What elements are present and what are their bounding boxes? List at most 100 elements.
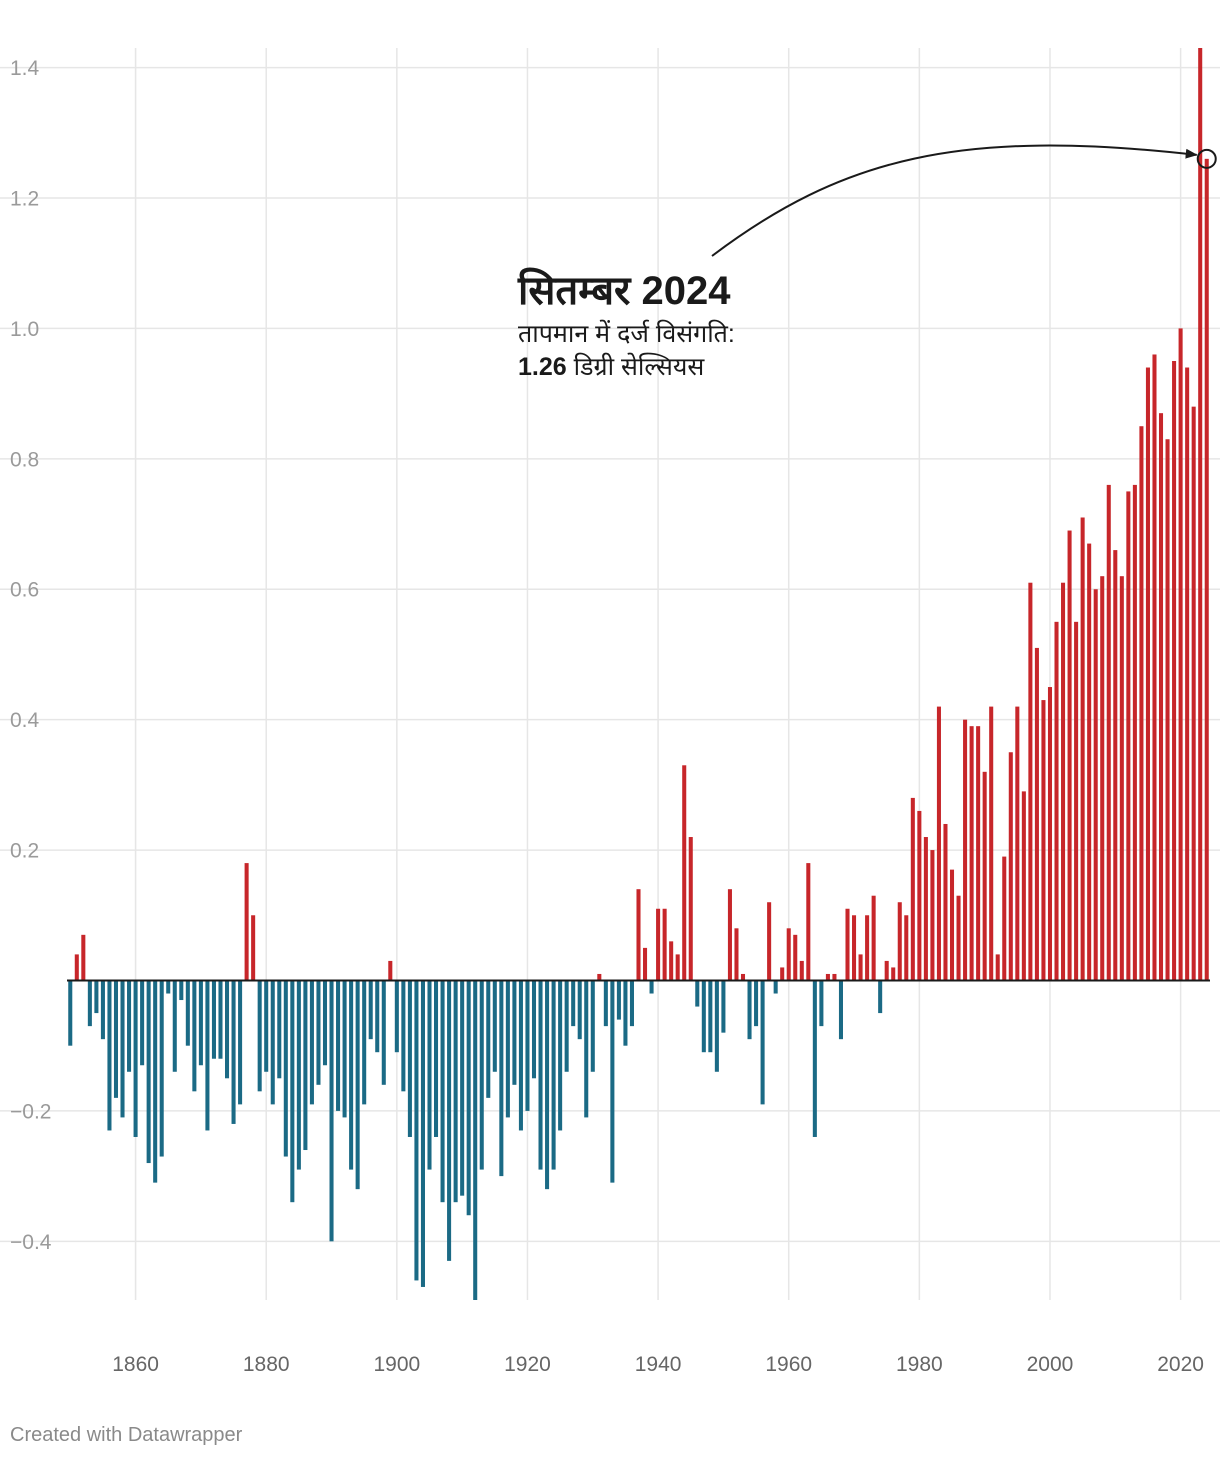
bar-1937 — [636, 889, 641, 981]
bar-1946 — [695, 980, 700, 1007]
x-tick-label-1880: 1880 — [243, 1353, 290, 1376]
bar-1898 — [381, 980, 386, 1085]
bar-1921 — [531, 980, 537, 1079]
bar-1971 — [858, 954, 863, 981]
x-tick-label-1940: 1940 — [635, 1353, 682, 1376]
bar-1927 — [571, 980, 576, 1027]
bar-1875 — [231, 980, 236, 1124]
bar-1911 — [466, 980, 471, 1216]
bar-1909 — [453, 980, 458, 1203]
bar-2017 — [1158, 413, 1164, 981]
bar-2016 — [1152, 354, 1157, 981]
bar-1865 — [166, 980, 171, 994]
bar-1856 — [107, 980, 112, 1131]
bar-1859 — [127, 980, 132, 1072]
bar-1867 — [179, 980, 184, 1001]
bar-1908 — [447, 980, 452, 1261]
bar-1901 — [401, 980, 406, 1092]
bar-1871 — [205, 980, 210, 1131]
bar-2007 — [1093, 589, 1098, 981]
bar-2019 — [1172, 361, 1177, 981]
annotation-line1: तापमान में दर्ज विसंगति: — [518, 319, 735, 348]
x-tick-label-1860: 1860 — [112, 1353, 159, 1376]
bar-1995 — [1015, 706, 1020, 981]
bar-1950 — [721, 980, 726, 1033]
bar-1981 — [923, 837, 928, 981]
bar-1861 — [140, 980, 145, 1066]
bar-1881 — [270, 980, 275, 1105]
x-tick-label-1980: 1980 — [896, 1353, 943, 1376]
bar-1988 — [969, 726, 974, 981]
bar-1870 — [198, 980, 203, 1066]
bar-1920 — [525, 980, 530, 1111]
bar-1931 — [597, 973, 602, 981]
bar-1860 — [133, 980, 138, 1137]
annotation-arrow — [711, 144, 1198, 257]
y-tick-label-5: 0.8 — [10, 448, 39, 471]
bar-1868 — [185, 980, 190, 1046]
x-tick-label-1900: 1900 — [373, 1353, 420, 1376]
bar-1980 — [917, 810, 922, 981]
bar-1939 — [649, 980, 654, 994]
bar-1896 — [368, 980, 373, 1040]
annotation-line2: 1.26 डिग्री सेल्सियस — [518, 352, 705, 381]
bar-1983 — [936, 706, 941, 981]
y-tick-label-1: −0.2 — [10, 1100, 51, 1123]
y-tick-label-0: −0.4 — [10, 1231, 52, 1254]
bar-1902 — [407, 980, 412, 1137]
bar-1897 — [375, 980, 380, 1053]
bar-1855 — [100, 980, 105, 1040]
bar-1968 — [838, 980, 843, 1040]
bar-1986 — [956, 895, 961, 981]
bar-2011 — [1119, 576, 1124, 981]
annotation-highlight-circle — [1196, 148, 1217, 169]
bar-1893 — [349, 980, 354, 1170]
bar-1928 — [577, 980, 582, 1040]
y-axis-labels: −0.4 −0.2 0.2 0.4 0.6 0.8 1.0 1.2 1.4 — [10, 57, 52, 1254]
bar-1863 — [153, 980, 158, 1183]
bar-1966 — [825, 973, 830, 981]
bar-1900 — [394, 980, 399, 1053]
bar-1965 — [819, 980, 824, 1027]
bar-1890 — [329, 980, 334, 1242]
bar-1972 — [865, 915, 870, 981]
bar-1969 — [845, 908, 850, 981]
bar-1923 — [545, 980, 550, 1190]
bar-1998 — [1034, 647, 1039, 981]
bar-1944 — [682, 765, 687, 981]
bar-1925 — [558, 980, 563, 1131]
bar-1878 — [251, 915, 256, 981]
y-tick-label-2: 0.2 — [10, 840, 39, 863]
bar-1894 — [355, 980, 360, 1190]
y-tick-label-3: 0.4 — [10, 709, 40, 732]
bar-1917 — [505, 980, 510, 1118]
bar-1942 — [669, 941, 674, 981]
bar-1869 — [192, 980, 197, 1092]
bar-1984 — [943, 823, 948, 981]
bar-2005 — [1080, 517, 1085, 981]
bar-2024 — [1204, 158, 1209, 981]
bar-1866 — [172, 980, 177, 1072]
bar-1882 — [277, 980, 282, 1079]
bar-1916 — [499, 980, 504, 1177]
bar-1888 — [316, 980, 321, 1085]
bar-1874 — [225, 980, 230, 1079]
bar-1996 — [1021, 791, 1026, 981]
bar-1891 — [336, 980, 341, 1111]
bar-1940 — [656, 908, 661, 981]
bar-1862 — [146, 980, 151, 1164]
bar-1953 — [740, 973, 746, 981]
bar-2003 — [1067, 530, 1072, 981]
annotation-unit-space — [567, 353, 574, 381]
bar-1945 — [688, 837, 693, 981]
bar-2020 — [1178, 328, 1183, 981]
bar-1960 — [786, 928, 791, 981]
bar-1962 — [799, 960, 804, 981]
bar-1895 — [362, 980, 367, 1105]
bar-1915 — [492, 980, 497, 1072]
bar-series — [68, 48, 1209, 1300]
bar-1963 — [806, 863, 811, 981]
annotation-title: सितम्बर 2024 — [517, 267, 731, 313]
bar-1992 — [995, 954, 1000, 981]
